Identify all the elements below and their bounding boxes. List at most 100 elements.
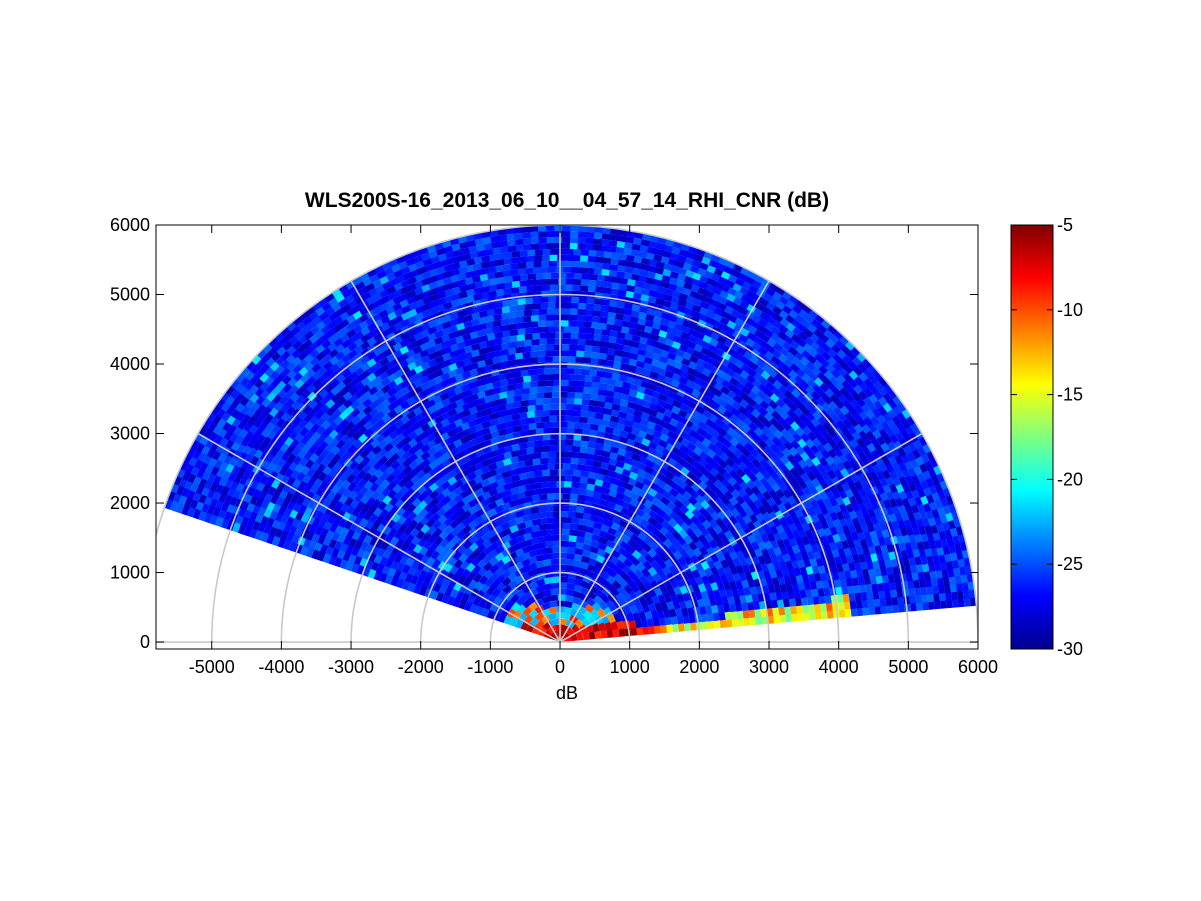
cnr-cell [931, 584, 940, 595]
cnr-cell [521, 598, 532, 609]
cnr-cell [919, 585, 928, 596]
cnr-cell [657, 329, 668, 338]
cnr-cell [814, 610, 822, 620]
cnr-cell [841, 584, 849, 595]
cnr-cell [587, 279, 597, 287]
cnr-cell [525, 441, 536, 449]
cnr-cell [496, 373, 507, 382]
cnr-cell [494, 545, 505, 555]
cnr-cell [319, 544, 329, 555]
cnr-cell [810, 542, 819, 553]
cnr-cell [613, 318, 623, 327]
cnr-cell [634, 360, 645, 369]
cnr-cell [453, 405, 465, 415]
cnr-cell [552, 350, 561, 357]
cnr-cell [529, 243, 540, 250]
cnr-cell [560, 242, 570, 249]
cnr-cell [549, 403, 559, 410]
cnr-cell [640, 484, 651, 494]
cnr-cell [382, 549, 392, 560]
cnr-cell [562, 522, 571, 530]
cnr-cell [580, 398, 590, 406]
cnr-cell [300, 545, 309, 556]
cnr-cell [497, 428, 507, 437]
cnr-cell [537, 338, 548, 345]
cnr-cell [686, 606, 695, 616]
cnr-cell [579, 567, 589, 576]
cnr-cell [517, 448, 527, 456]
cnr-cell [949, 582, 957, 593]
cnr-cell [563, 445, 573, 452]
cnr-cell [888, 549, 897, 561]
cnr-field [164, 225, 977, 642]
cnr-cell [604, 389, 615, 398]
cnr-cell [534, 428, 544, 435]
cnr-cell [955, 581, 963, 592]
cnr-cell [559, 320, 569, 327]
cnr-cell [606, 574, 616, 585]
cnr-cell [639, 443, 650, 453]
cnr-cell [760, 547, 770, 558]
cnr-cell [609, 445, 619, 454]
cnr-cell [546, 302, 556, 309]
cnr-cell [863, 575, 872, 585]
cnr-cell [534, 566, 544, 575]
cnr-cell [844, 607, 852, 618]
cnr-cell [655, 405, 666, 414]
cnr-cell [911, 570, 919, 581]
cnr-cell [751, 555, 760, 566]
cnr-cell [841, 561, 850, 572]
cnr-cell [401, 580, 411, 591]
cnr-cell [481, 407, 492, 417]
cnr-cell [536, 356, 546, 363]
cnr-cell [501, 534, 512, 544]
cnr-cell [584, 495, 594, 503]
cnr-cell [540, 284, 550, 292]
cnr-cell [651, 429, 663, 439]
cnr-cell [470, 549, 481, 559]
cnr-cell [566, 582, 576, 591]
cnr-cell [672, 599, 681, 610]
cnr-cell [455, 566, 465, 577]
cnr-cell [494, 531, 505, 541]
cnr-cell [487, 508, 498, 518]
cnr-cell [592, 268, 603, 275]
cnr-cell [859, 560, 868, 571]
cnr-cell [493, 473, 504, 482]
cnr-cell [454, 353, 466, 363]
cnr-cell [645, 246, 657, 255]
cnr-cell [661, 299, 672, 308]
cnr-cell [696, 553, 706, 564]
cnr-cell [641, 603, 651, 613]
cnr-cell [569, 332, 579, 339]
cnr-cell [785, 529, 795, 540]
cnr-cell [461, 517, 472, 527]
cnr-cell [513, 358, 523, 366]
cnr-cell [588, 399, 598, 407]
cnr-cell [462, 314, 473, 323]
cnr-cell [509, 617, 518, 627]
cnr-cell [599, 304, 610, 312]
cnr-cell [794, 551, 803, 562]
cnr-cell [626, 364, 637, 373]
cnr-cell [537, 535, 547, 544]
cnr-cell [710, 604, 719, 614]
cnr-cell [716, 603, 725, 614]
cnr-cell [521, 321, 531, 329]
cnr-cell [948, 574, 956, 585]
cnr-cell [643, 465, 654, 475]
cnr-cell [453, 373, 464, 383]
cnr-cell [465, 282, 476, 291]
cnr-cell [539, 451, 549, 459]
cnr-cell [513, 388, 523, 397]
cnr-cell [647, 487, 658, 498]
cnr-cell [776, 598, 785, 608]
cnr-cell [537, 344, 547, 351]
cnr-cell [530, 524, 541, 533]
cnr-cell [585, 483, 596, 491]
cnr-cell [486, 290, 497, 298]
cnr-cell [696, 597, 705, 608]
cnr-cell [488, 542, 499, 552]
cnr-cell [837, 547, 846, 558]
cnr-cell [587, 405, 597, 413]
